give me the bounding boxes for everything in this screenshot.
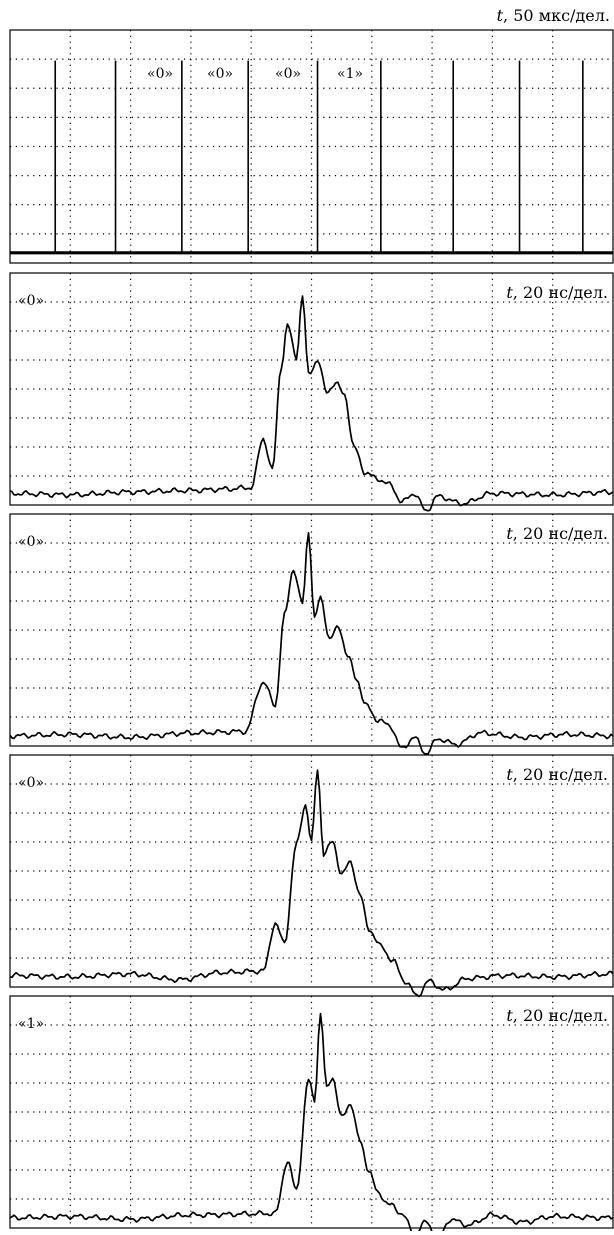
scale-text: 20 нс/дел. xyxy=(523,283,608,302)
waveform-trace xyxy=(9,532,614,755)
panel-grid xyxy=(10,30,613,263)
waveform-trace xyxy=(9,295,614,512)
bit-label-4: «1» xyxy=(337,66,363,82)
time-symbol: t xyxy=(506,765,513,784)
bit-label: «1» xyxy=(18,1016,44,1032)
panel-grid xyxy=(10,273,613,505)
scale-label: t, 20 нс/дел. xyxy=(506,524,608,543)
trace-marks xyxy=(9,532,614,755)
time-symbol: t xyxy=(506,283,513,302)
panel-grid xyxy=(10,514,613,746)
trace-marks xyxy=(10,60,613,255)
time-symbol: t xyxy=(496,6,504,25)
top-scale-text: 50 мкс/дел. xyxy=(513,6,610,25)
scale-label: t, 20 нс/дел. xyxy=(506,1006,608,1025)
top-scale-label: t, 50 мкс/дел. xyxy=(496,6,610,25)
scale-label: t, 20 нс/дел. xyxy=(506,283,608,302)
bit-label-3: «0» xyxy=(275,66,301,82)
scale-text: 20 нс/дел. xyxy=(523,524,608,543)
trace-marks xyxy=(9,295,614,512)
panel-pulse-1: «1» t, 20 нс/дел. xyxy=(9,995,614,1235)
panel-pulse-0a: «0» t, 20 нс/дел. xyxy=(9,272,614,512)
panel-grid xyxy=(10,996,613,1228)
bit-label-2: «0» xyxy=(207,66,233,82)
comma: , xyxy=(513,765,523,784)
trace-marks xyxy=(9,1012,614,1235)
panel-pulse-0b: «0» t, 20 нс/дел. xyxy=(9,513,614,755)
comma: , xyxy=(513,283,523,302)
bit-label: «0» xyxy=(18,775,44,791)
bit-label: «0» xyxy=(18,534,44,550)
comma: , xyxy=(513,524,523,543)
panel-grid xyxy=(10,755,613,987)
waveform-trace xyxy=(9,1012,614,1235)
scale-text: 20 нс/дел. xyxy=(523,765,608,784)
waveform-trace xyxy=(9,769,614,998)
bit-label-1: «0» xyxy=(147,66,173,82)
scale-text: 20 нс/дел. xyxy=(523,1006,608,1025)
trace-marks xyxy=(9,769,614,998)
panel-pulse-train: «0» «0» «0» «1» xyxy=(9,29,614,264)
time-symbol: t xyxy=(506,1006,513,1025)
comma: , xyxy=(513,1006,523,1025)
time-symbol: t xyxy=(506,524,513,543)
scale-label: t, 20 нс/дел. xyxy=(506,765,608,784)
panel-pulse-0c: «0» t, 20 нс/дел. xyxy=(9,754,614,998)
bit-label: «0» xyxy=(18,293,44,309)
